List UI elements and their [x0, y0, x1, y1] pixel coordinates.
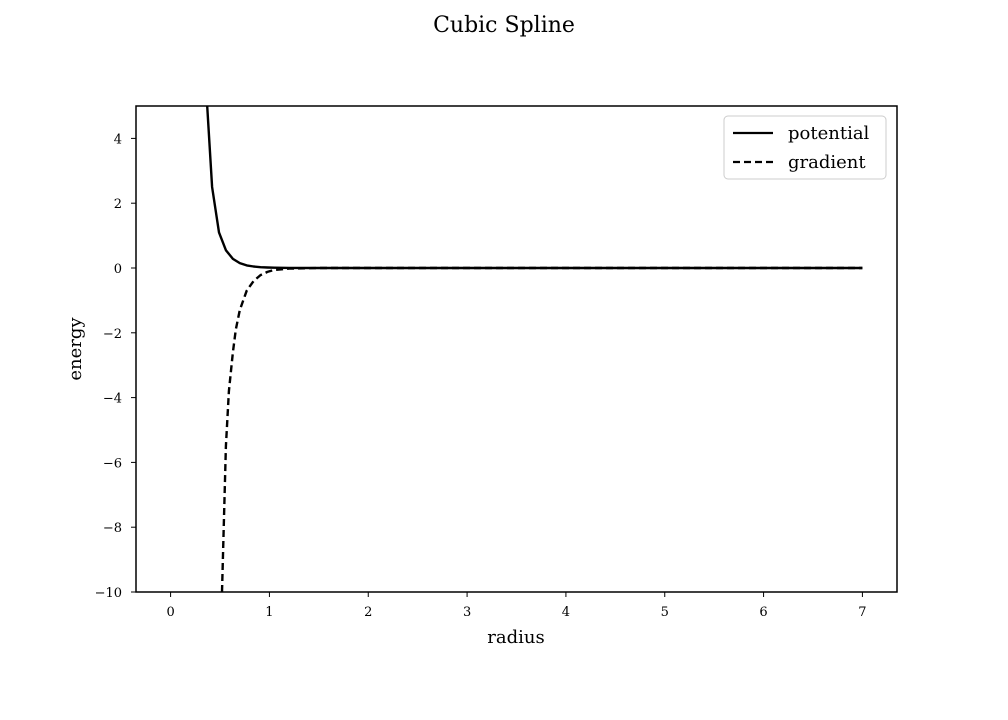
legend-gradient-label: gradient	[788, 152, 866, 173]
x-tick-label: 3	[463, 605, 471, 620]
plot-frame	[135, 105, 898, 593]
x-tick-label: 7	[858, 605, 866, 620]
y-axis: −10 −8 −6 −4 −2 0 2 4	[95, 132, 136, 601]
chart-title: Cubic Spline	[433, 13, 575, 38]
y-tick-label: −4	[103, 392, 122, 407]
legend-box	[723, 115, 887, 180]
x-axis-label: radius	[487, 627, 544, 648]
plot-lines	[206, 106, 863, 592]
legend: potential gradient	[723, 115, 887, 180]
y-tick-label: −10	[95, 586, 122, 601]
y-tick-label: 2	[114, 197, 122, 212]
x-tick-label: 0	[166, 605, 174, 620]
y-axis-label: energy	[65, 317, 86, 381]
series-line-gradient	[220, 266, 863, 592]
x-tick-label: 1	[265, 605, 273, 620]
y-tick-label: −8	[103, 521, 122, 536]
x-tick-label: 4	[562, 605, 570, 620]
x-tick-label: 5	[661, 605, 669, 620]
x-tick-label: 2	[364, 605, 372, 620]
y-tick-label: −2	[103, 327, 122, 342]
y-tick-label: 0	[114, 262, 122, 277]
x-axis: 0 1 2 3 4 5 6 7	[166, 592, 867, 620]
y-tick-label: 4	[114, 132, 122, 147]
legend-potential-label: potential	[788, 123, 870, 144]
x-tick-label: 6	[759, 605, 767, 620]
y-tick-label: −6	[103, 456, 122, 471]
